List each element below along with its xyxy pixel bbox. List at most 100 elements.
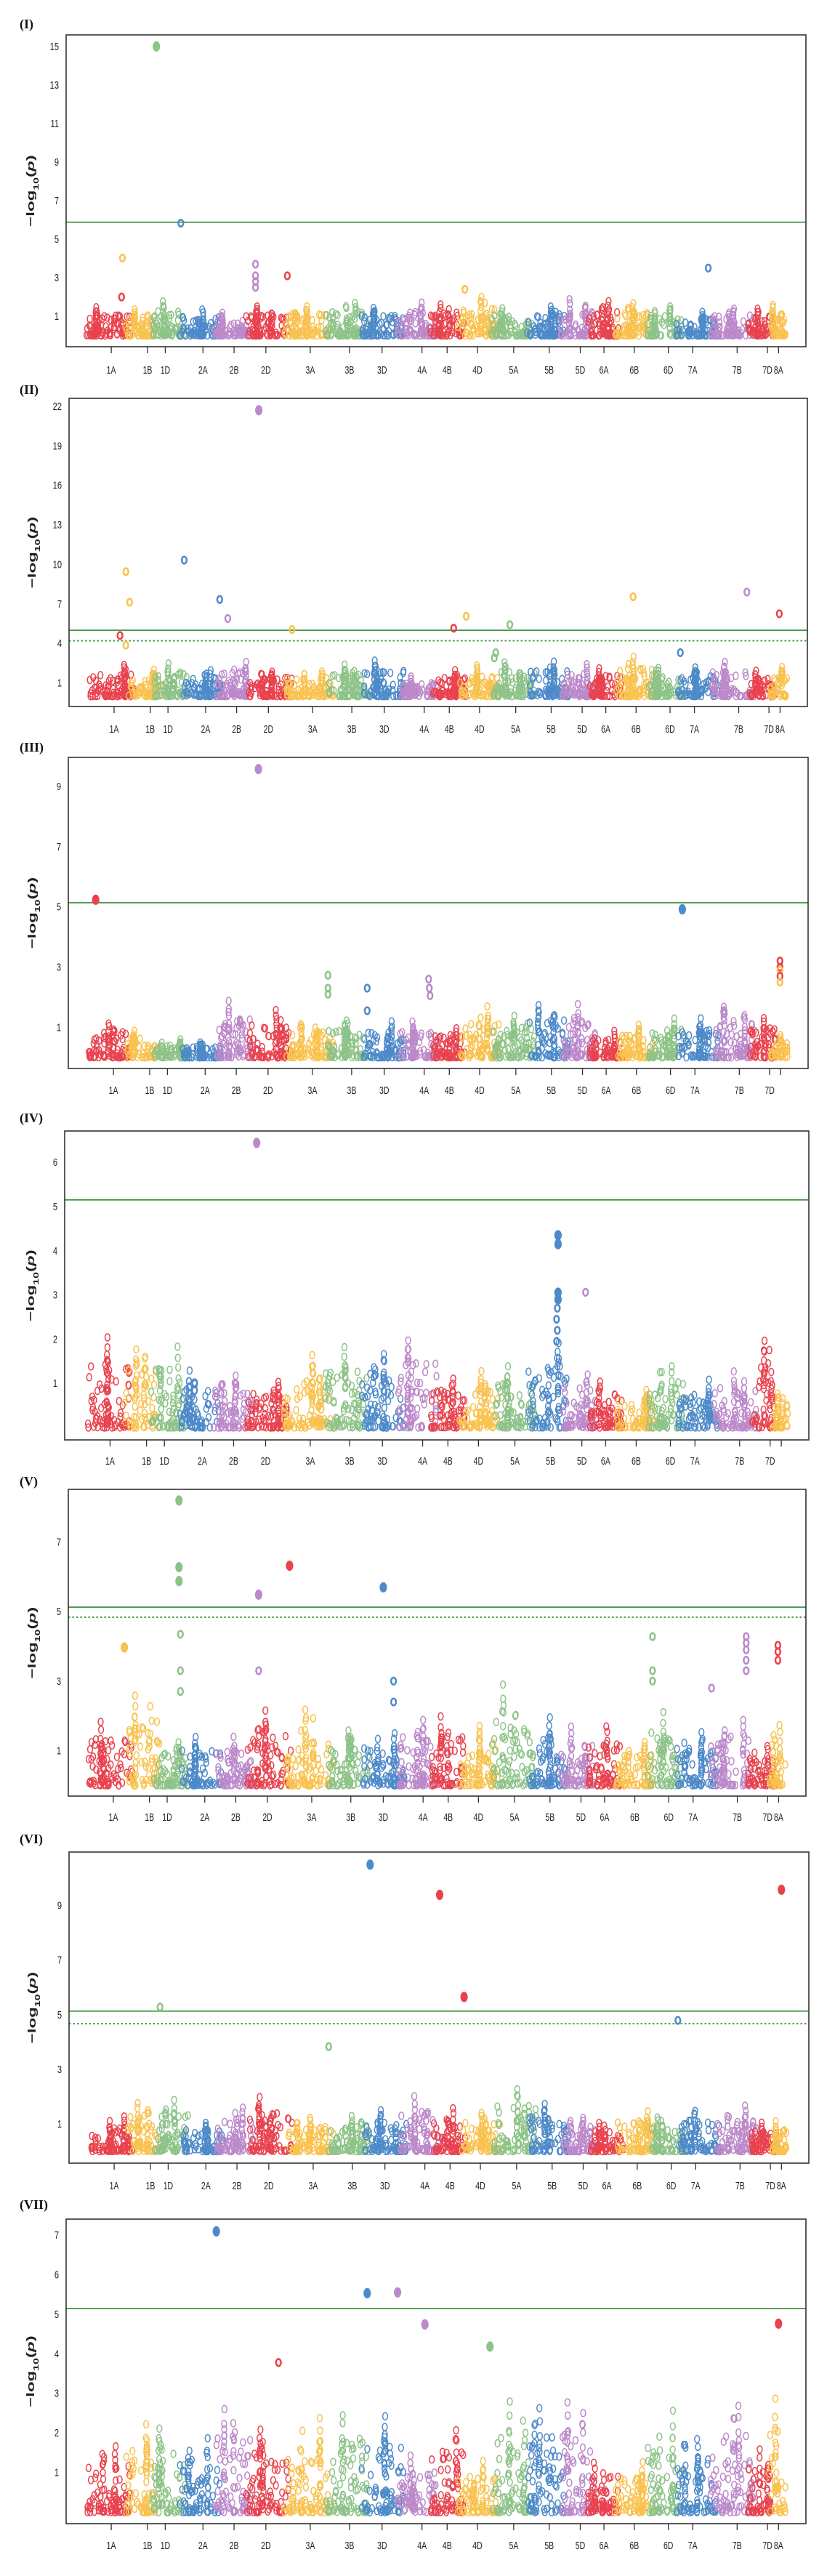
x-tick: 5A bbox=[509, 363, 518, 376]
snp-point bbox=[343, 303, 350, 313]
snp-point bbox=[246, 327, 253, 336]
chromosome-label-3B: 3B bbox=[344, 363, 354, 376]
chromosome-label-6A: 6A bbox=[600, 363, 609, 376]
x-tick: 2A bbox=[201, 723, 211, 735]
snp-point bbox=[502, 323, 509, 332]
snp-point bbox=[137, 1034, 143, 1043]
snp-point bbox=[535, 313, 541, 321]
snp-point bbox=[648, 311, 654, 321]
snp-point bbox=[715, 326, 722, 336]
x-tick: 8A bbox=[775, 723, 785, 735]
y-axis-label-variable: p bbox=[26, 883, 38, 895]
chromosome-label-6D: 6D bbox=[665, 723, 674, 735]
snp-point bbox=[259, 1042, 265, 1052]
highlight-snp-point bbox=[224, 613, 232, 623]
snp-point bbox=[546, 331, 552, 340]
snp-point bbox=[536, 675, 542, 683]
snp-point bbox=[345, 331, 352, 339]
chromosome-label-2A: 2A bbox=[198, 363, 208, 376]
snp-point bbox=[366, 315, 374, 324]
snp-point bbox=[190, 326, 198, 336]
snp-point bbox=[302, 305, 310, 315]
snp-point bbox=[403, 325, 410, 334]
y-axis-label-open: ( bbox=[26, 533, 38, 539]
snp-point bbox=[459, 326, 466, 334]
snp-point bbox=[358, 312, 365, 321]
snp-point bbox=[575, 999, 581, 1009]
chromosome-label-4B: 4B bbox=[443, 363, 452, 376]
snp-point bbox=[740, 317, 747, 326]
chromosome-label-2B: 2B bbox=[232, 723, 241, 735]
snp-point bbox=[274, 675, 281, 684]
snp-point bbox=[412, 319, 419, 328]
snp-point bbox=[166, 329, 172, 338]
x-tick: 7D bbox=[764, 723, 773, 735]
snp-point bbox=[493, 331, 499, 340]
snp-point bbox=[504, 330, 512, 339]
x-tick: 5B bbox=[546, 723, 556, 735]
highlight-snp-point bbox=[126, 597, 133, 607]
chromosome-label-1A: 1A bbox=[110, 723, 119, 735]
snp-point bbox=[687, 325, 693, 334]
y-axis-label-close: ) bbox=[26, 877, 38, 883]
snp-point bbox=[240, 329, 246, 338]
snp-point bbox=[629, 321, 636, 330]
x-tick: 7D bbox=[762, 363, 772, 376]
snp-point bbox=[214, 317, 221, 326]
snp-point bbox=[298, 316, 305, 325]
snp-point bbox=[463, 328, 469, 337]
y-tick-label: 5 bbox=[55, 233, 59, 245]
x-tick: 1B bbox=[143, 363, 153, 376]
y-axis-label-prefix: −log bbox=[26, 912, 38, 949]
highlight-snp-point bbox=[775, 609, 783, 619]
snp-point bbox=[625, 323, 632, 331]
snp-point bbox=[289, 324, 295, 333]
x-tick: 4A bbox=[419, 723, 429, 735]
chromosome-label-3A: 3A bbox=[308, 723, 318, 735]
snp-point bbox=[478, 302, 485, 312]
y-axis-label: −log10(p) bbox=[26, 517, 41, 588]
snp-point bbox=[97, 671, 104, 680]
x-tick: 6D bbox=[665, 723, 674, 735]
snp-point bbox=[543, 676, 549, 685]
highlight-snp-point bbox=[177, 218, 185, 228]
y-tick-label: 13 bbox=[53, 518, 62, 531]
snp-point bbox=[537, 331, 544, 339]
snp-point bbox=[449, 328, 456, 337]
x-tick: 7B bbox=[734, 723, 743, 735]
chromosome-label-6B: 6B bbox=[632, 723, 641, 735]
snp-point bbox=[488, 315, 496, 324]
snp-point bbox=[216, 1026, 222, 1034]
y-tick: 7 bbox=[57, 597, 62, 610]
snp-point bbox=[542, 319, 549, 329]
chromosome-label-2A: 2A bbox=[201, 723, 211, 735]
snp-point bbox=[771, 674, 778, 683]
snp-point bbox=[334, 321, 341, 329]
snp-point bbox=[88, 327, 94, 336]
snp-point bbox=[700, 318, 707, 326]
snp-point bbox=[399, 331, 406, 339]
snp-point bbox=[565, 331, 572, 340]
snp-point bbox=[390, 680, 396, 690]
snp-point bbox=[293, 329, 299, 339]
snp-point bbox=[384, 331, 390, 340]
chromosome-label-7B: 7B bbox=[733, 363, 742, 376]
snp-point bbox=[621, 310, 628, 318]
y-tick: 1 bbox=[57, 677, 62, 689]
snp-point bbox=[441, 674, 448, 683]
snp-point bbox=[468, 313, 475, 323]
snp-point bbox=[749, 318, 755, 327]
chromosome-label-7A: 7A bbox=[690, 723, 699, 735]
x-tick: 7B bbox=[733, 363, 742, 376]
snp-point bbox=[387, 669, 394, 677]
snp-point bbox=[114, 330, 121, 339]
x-tick: 5B bbox=[544, 363, 554, 376]
snp-point bbox=[549, 310, 555, 318]
y-axis-label: −log10(p) bbox=[26, 877, 41, 949]
snp-point bbox=[443, 318, 449, 328]
snp-point bbox=[161, 303, 167, 312]
snp-point bbox=[567, 299, 573, 308]
y-tick-label: 7 bbox=[57, 597, 62, 610]
highlight-snp-point bbox=[629, 592, 637, 602]
